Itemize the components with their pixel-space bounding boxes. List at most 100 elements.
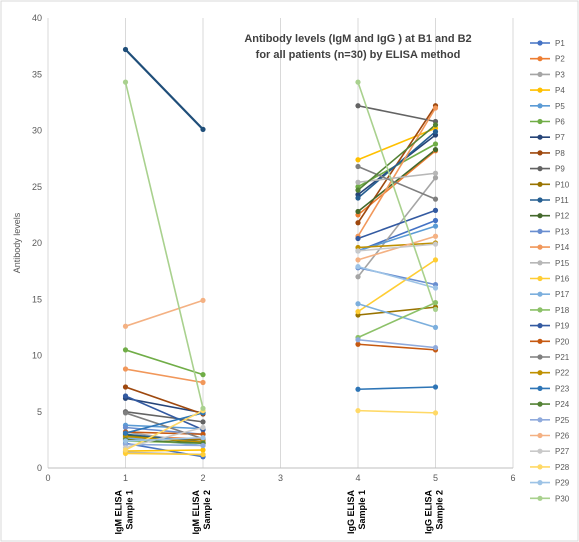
series-P4-point — [200, 447, 206, 453]
x-tick-label: 1 — [123, 473, 128, 483]
series-P3-point — [432, 175, 439, 181]
series-P4-line — [357, 127, 436, 161]
legend-label: P29 — [555, 479, 570, 488]
series-P5-line — [125, 424, 204, 430]
legend-swatch-marker — [537, 197, 543, 203]
series-P27-point — [200, 424, 206, 431]
legend-label: P7 — [555, 133, 565, 142]
series-P14-line — [357, 107, 437, 237]
series-lines — [124, 48, 437, 458]
legend-swatch-marker — [537, 464, 543, 470]
legend-swatch-marker — [537, 385, 543, 391]
category-label: IgM ELISA Sample 2 — [191, 490, 212, 535]
y-tick-label: 25 — [32, 182, 42, 192]
series-P28-point — [355, 408, 361, 414]
series-P27-line — [357, 243, 436, 252]
series-P23-line — [125, 412, 204, 434]
category-label-line: Sample 1 — [357, 490, 367, 530]
legend-label: P24 — [555, 400, 570, 409]
legend-label: P5 — [555, 102, 565, 111]
series-P28-line — [357, 409, 436, 414]
series-P29-point — [432, 285, 439, 291]
legend-swatch-marker — [537, 291, 543, 297]
series-P26-point — [122, 323, 129, 329]
chart-title-line-1: Antibody levels (IgM and IgG ) at B1 and… — [244, 33, 471, 45]
series-P19-point — [432, 207, 439, 213]
series-P12-point — [355, 208, 361, 215]
legend-swatch-marker — [537, 495, 543, 501]
series-P18-point — [432, 300, 439, 306]
legend-label: P2 — [555, 55, 565, 64]
series-P28-point — [122, 447, 129, 453]
series-P16-line — [357, 259, 436, 313]
series-P15-point — [432, 170, 439, 176]
legend-label: P1 — [555, 39, 565, 48]
legend-swatch-marker — [537, 417, 543, 423]
series-P19-line — [357, 209, 436, 240]
legend-label: P22 — [555, 369, 570, 378]
series-P26-point — [432, 233, 439, 239]
legend-label: P4 — [555, 86, 565, 95]
series-P16-line — [125, 452, 204, 456]
legend-swatch-marker — [537, 432, 543, 439]
series-P8-line — [125, 386, 204, 415]
chart-title-line-2: for all patients (n=30) by ELISA method — [256, 49, 461, 61]
series-P17-point — [432, 324, 439, 330]
legend-label: P16 — [555, 275, 570, 284]
series-P17-line — [357, 302, 436, 329]
category-label: IgG ELISA Sample 2 — [424, 490, 445, 535]
series-P16-point — [432, 257, 439, 263]
series-P30-point — [122, 79, 129, 85]
category-label: IgM ELISA Sample 1 — [114, 490, 135, 535]
series-P8-point — [122, 384, 129, 390]
y-tick-label: 20 — [32, 238, 42, 248]
series-P19-point — [355, 235, 361, 242]
legend-swatch-marker — [537, 134, 543, 140]
series-P24-line — [357, 124, 437, 191]
category-label-line: IgM ELISA — [114, 490, 124, 535]
series-P21-point — [355, 163, 361, 170]
series-P7-highlight-point — [122, 46, 129, 53]
legend-label: P28 — [555, 463, 570, 472]
series-P21-point — [122, 410, 129, 416]
series-P15-point — [355, 179, 361, 185]
x-tick-label: 2 — [200, 473, 205, 483]
legend-swatch-marker — [537, 118, 543, 125]
series-P9-point — [200, 419, 206, 425]
series-P26-point — [200, 297, 206, 303]
series-P23-point — [432, 384, 439, 390]
legend-label: P8 — [555, 149, 565, 158]
legend-label: P18 — [555, 306, 570, 315]
series-points — [122, 46, 439, 460]
series-P17-point — [355, 301, 361, 307]
y-tick-label: 10 — [32, 351, 42, 361]
series-P13-point — [122, 424, 129, 431]
category-label-line: IgM ELISA — [191, 490, 201, 535]
series-P29-point — [122, 438, 129, 444]
legend-label: P3 — [555, 70, 565, 79]
series-P12-point — [432, 147, 439, 153]
y-tick-label: 5 — [37, 407, 42, 417]
series-P21-line — [357, 165, 436, 200]
series-P9-line — [357, 104, 436, 123]
y-tick-label: 35 — [32, 69, 42, 79]
legend-swatch-marker — [537, 480, 543, 486]
series-P28-point — [432, 410, 439, 416]
legend-swatch-marker — [537, 354, 543, 360]
x-tick-label: 5 — [433, 473, 438, 483]
series-P14-line — [125, 368, 204, 384]
legend-swatch-marker — [537, 71, 543, 77]
series-P25-point — [432, 345, 439, 351]
legend-label: P19 — [555, 322, 570, 331]
series-P27-point — [355, 248, 361, 254]
series-P20-line — [357, 343, 436, 351]
category-labels: IgM ELISA Sample 1 IgM ELISA Sample 2 IgG EL… — [114, 490, 445, 535]
x-tick-label: 6 — [510, 473, 515, 483]
series-P8-point — [355, 220, 361, 226]
series-P29-point — [355, 264, 361, 270]
legend-label: P26 — [555, 432, 570, 441]
series-P24-point — [432, 122, 439, 128]
series-P9-point — [355, 103, 361, 109]
series-P29-line — [125, 436, 204, 442]
